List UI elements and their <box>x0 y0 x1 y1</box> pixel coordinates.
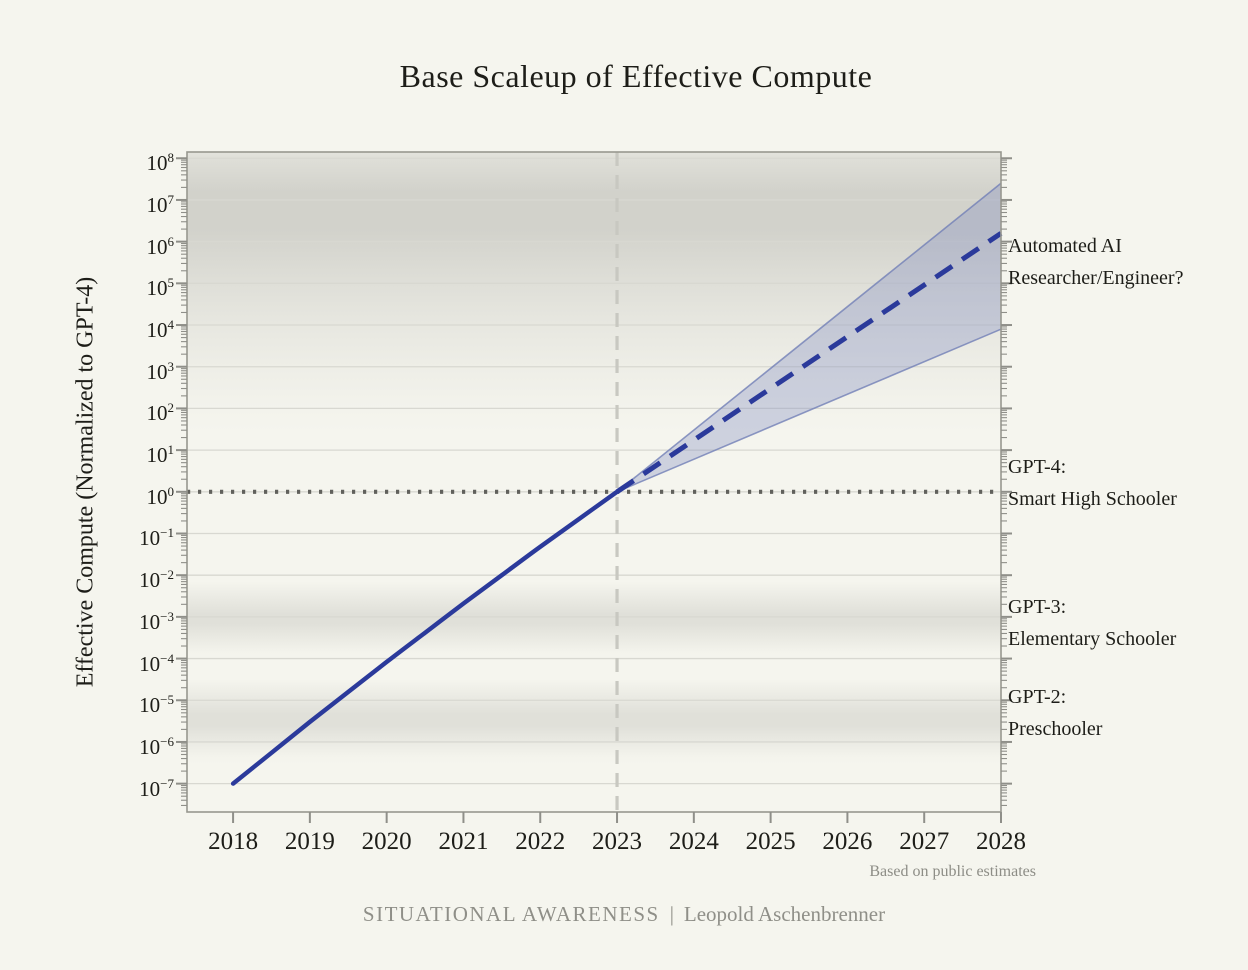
y-tick-label: 10−1 <box>139 525 174 551</box>
historical-compute-curve <box>230 489 620 786</box>
annotation-line: Elementary Schooler <box>1008 628 1177 650</box>
y-tick-label: 108 <box>146 150 174 176</box>
uncertainty-band-upper-edge <box>616 182 1002 493</box>
footer-separator: | <box>669 902 674 926</box>
y-tick-label: 10−3 <box>139 608 174 634</box>
y-tick-label: 10−7 <box>139 775 174 801</box>
shaded-band-gpt2-region <box>187 679 1001 765</box>
annotation-gpt2-preschooler: GPT-2: Preschooler <box>1008 681 1244 745</box>
x-tick-label: 2018 <box>208 828 259 855</box>
x-tick-label: 2023 <box>592 828 643 855</box>
chart-title: Base Scaleup of Effective Compute <box>399 58 873 94</box>
y-tick-label: 10−2 <box>139 567 174 593</box>
footer-attribution: SITUATIONAL AWARENESS | Leopold Aschenbren… <box>0 902 1248 927</box>
x-tick-label: 2022 <box>515 828 566 855</box>
projected-compute-dashed-line <box>615 231 1003 494</box>
y-tick-label: 102 <box>146 400 174 426</box>
x-tick-label: 2027 <box>899 828 950 855</box>
annotation-line: Automated AI <box>1008 235 1122 257</box>
annotation-line: Preschooler <box>1008 718 1103 740</box>
x-tick-label: 2020 <box>361 828 412 855</box>
source-note: Based on public estimates <box>869 863 1036 880</box>
x-tick-label: 2028 <box>976 828 1026 855</box>
x-tick-label: 2021 <box>438 828 489 855</box>
shaded-band-gpt3-region <box>187 581 1001 661</box>
y-tick-label: 103 <box>146 358 174 384</box>
y-tick-label: 105 <box>146 275 174 301</box>
annotation-automated-ai-researcher: Automated AI Researcher/Engineer? <box>1008 230 1244 294</box>
y-tick-label: 100 <box>146 483 174 509</box>
y-tick-label: 101 <box>146 442 174 468</box>
y-tick-label: 106 <box>146 233 174 259</box>
annotation-line: Researcher/Engineer? <box>1008 267 1184 289</box>
x-tick-label: 2024 <box>668 828 719 855</box>
y-tick-label: 107 <box>146 191 174 217</box>
annotation-gpt3-elementary-schooler: GPT-3: Elementary Schooler <box>1008 591 1244 655</box>
y-tick-label: 10−4 <box>139 650 174 676</box>
uncertainty-band-lower-edge <box>616 328 1002 493</box>
annotation-line: Smart High Schooler <box>1008 488 1177 510</box>
annotation-line: GPT-2: <box>1008 686 1067 708</box>
x-tick-label: 2025 <box>745 828 796 855</box>
y-tick-label: 10−5 <box>139 692 174 718</box>
plot-frame <box>186 151 1002 813</box>
annotation-line: GPT-3: <box>1008 596 1067 618</box>
footer-author: Leopold Aschenbrenner <box>683 902 886 926</box>
x-tick-label: 2019 <box>284 828 335 855</box>
x-tick-label: 2026 <box>822 828 873 855</box>
annotation-line: GPT-4: <box>1008 456 1067 478</box>
y-tick-label: 104 <box>146 317 174 343</box>
annotation-gpt4-smart-high-schooler: GPT-4: Smart High Schooler <box>1008 451 1244 515</box>
footer-brand: SITUATIONAL AWARENESS <box>362 902 660 926</box>
y-tick-label: 10−6 <box>139 733 174 759</box>
